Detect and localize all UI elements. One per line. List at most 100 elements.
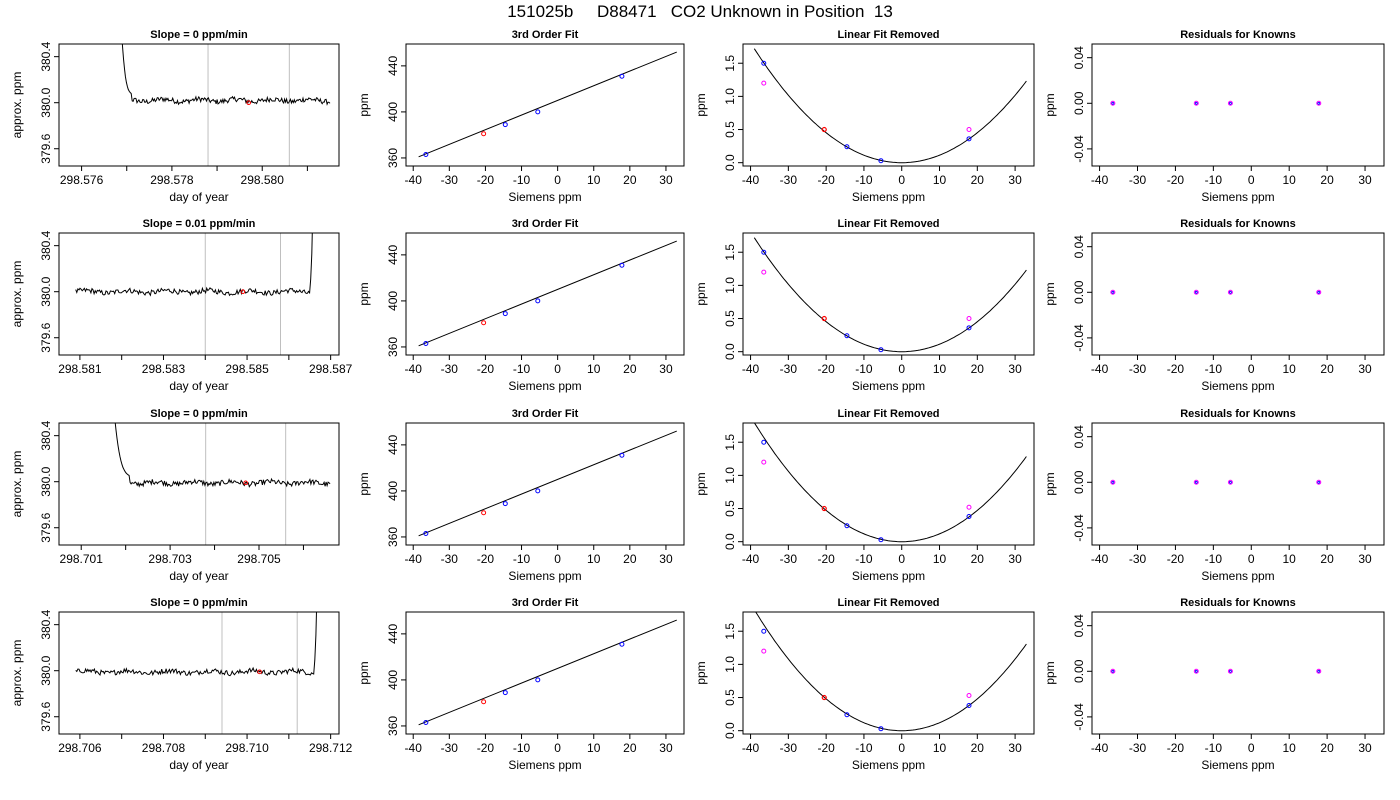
x-tick-label: -40 [742, 362, 760, 376]
x-tick-label: 298.701 [60, 552, 104, 566]
x-tick-label: 0 [1248, 362, 1255, 376]
x-tick-label: 298.708 [142, 741, 186, 755]
fit-line [418, 240, 677, 347]
panel-title: Residuals for Knowns [1180, 597, 1296, 609]
standard-point [878, 347, 884, 353]
panel-linear-removed-row-1: Linear Fit Removed -40 -30 -20 -10 0 10 20 30 0.0… [694, 29, 1035, 204]
fit-line [418, 51, 677, 158]
x-tick-label: -10 [513, 173, 531, 187]
panel-data [753, 237, 1027, 353]
x-tick-label: -30 [1129, 741, 1147, 755]
y-tick-label: 400 [386, 102, 400, 122]
x-axis-label: Siemens ppm [852, 379, 925, 393]
panel-fit-row-4: 3rd Order Fit -40 -30 -20 -10 0 10 20 30 360 400 44… [357, 597, 685, 772]
x-tick-label: -40 [1091, 362, 1109, 376]
panel-data [75, 233, 313, 355]
panel-title: 3rd Order Fit [512, 597, 579, 609]
x-axis-label: day of year [169, 379, 228, 393]
x-tick-label: 20 [971, 741, 985, 755]
y-tick-label: 0.0 [723, 533, 737, 550]
residual-point-inner [1194, 290, 1198, 294]
residual-point-inner [1317, 290, 1321, 294]
y-tick-label: 0.00 [1072, 659, 1086, 683]
residual-point [1110, 100, 1116, 106]
panel-residuals-row-3: Residuals for Knowns -40 -30 -20 -10 0 10 20 30 -… [1043, 408, 1385, 583]
x-tick-label: 0 [1248, 741, 1255, 755]
y-tick-label: 379.6 [39, 701, 53, 731]
x-tick-label: 20 [623, 552, 637, 566]
y-tick-label: -0.04 [1072, 324, 1086, 352]
y-axis-label: approx. ppm [10, 640, 24, 707]
x-tick-label: 298.705 [237, 552, 281, 566]
x-tick-label: 30 [1008, 741, 1022, 755]
panel-data [418, 240, 677, 347]
x-tick-label: 20 [1320, 362, 1334, 376]
x-tick-label: 10 [933, 741, 947, 755]
y-tick-label: 400 [386, 481, 400, 501]
residual-point [1193, 100, 1199, 106]
standard-point [423, 530, 429, 536]
x-tick-label: -20 [817, 741, 835, 755]
panel-linear-removed-row-4: Linear Fit Removed -40 -30 -20 -10 0 10 20 30 0.0… [694, 597, 1035, 772]
y-tick-label: 440 [386, 435, 400, 455]
standard-point [761, 439, 767, 445]
y-tick-label: 379.6 [39, 512, 53, 542]
x-tick-label: -10 [855, 362, 873, 376]
x-tick-label: 30 [1358, 362, 1372, 376]
unknown-point [821, 694, 827, 701]
panel-title: 3rd Order Fit [512, 29, 579, 41]
x-tick-label: 30 [659, 173, 673, 187]
x-tick-label: 30 [1358, 173, 1372, 187]
panel-data [755, 612, 1027, 732]
y-tick-label: 0.5 [723, 500, 737, 517]
x-tick-label: 10 [933, 552, 947, 566]
x-tick-label: 298.712 [309, 741, 353, 755]
y-tick-label: 0.00 [1072, 91, 1086, 115]
y-tick-label: 380.0 [39, 87, 53, 117]
y-axis-label: ppm [694, 661, 708, 684]
x-tick-label: -40 [405, 362, 423, 376]
panel-linear-removed-row-3: Linear Fit Removed -40 -30 -20 -10 0 10 20 30 0.0… [694, 408, 1035, 583]
x-tick-label: 298.581 [58, 362, 102, 376]
y-tick-label: 1.5 [723, 244, 737, 261]
y-tick-label: 1.5 [723, 434, 737, 451]
standard-point [966, 513, 972, 519]
standard-point [761, 628, 767, 634]
x-axis-label: Siemens ppm [852, 758, 925, 772]
residual-point-inner [1194, 480, 1198, 484]
curve-line [755, 612, 1027, 732]
standard-point [535, 488, 541, 494]
y-tick-label: 1.5 [723, 623, 737, 640]
y-tick-label: -0.04 [1072, 135, 1086, 163]
x-tick-label: 0 [554, 173, 561, 187]
curve-line [753, 237, 1027, 353]
residual-point-inner [1111, 669, 1115, 673]
magenta-point [966, 127, 972, 133]
x-tick-label: 20 [971, 173, 985, 187]
unknown-point [246, 100, 251, 105]
panel-title: Linear Fit Removed [837, 597, 939, 609]
x-tick-label: 20 [1320, 552, 1334, 566]
residual-point [1110, 289, 1116, 295]
unknown-point [821, 315, 827, 322]
y-tick-label: 400 [386, 670, 400, 690]
panel-frame [58, 611, 340, 735]
x-tick-label: -30 [441, 173, 459, 187]
x-tick-label: -40 [742, 173, 760, 187]
y-tick-label: 0.5 [723, 689, 737, 706]
panel-frame [1091, 422, 1385, 546]
trace-line [114, 423, 331, 488]
magenta-point [761, 648, 767, 654]
panel-frame [1091, 611, 1385, 735]
panel-frame [742, 232, 1035, 356]
residual-point [1227, 100, 1233, 106]
x-tick-label: -10 [855, 552, 873, 566]
standard-point [844, 144, 850, 150]
x-tick-label: -20 [817, 362, 835, 376]
x-tick-label: -10 [513, 552, 531, 566]
panel-frame [1091, 43, 1385, 167]
y-tick-label: 0.00 [1072, 470, 1086, 494]
y-tick-label: 379.6 [39, 133, 53, 163]
y-tick-label: 380.4 [39, 41, 53, 71]
y-axis-label: ppm [694, 472, 708, 495]
